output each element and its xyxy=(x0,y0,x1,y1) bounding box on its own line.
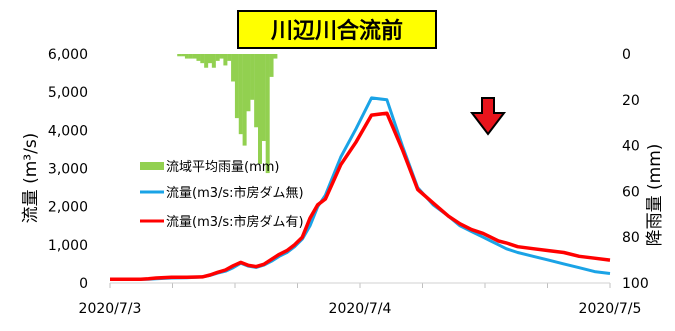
rain-bar xyxy=(181,54,186,57)
rain-bar xyxy=(227,54,232,61)
y-tick-label: 0 xyxy=(79,276,88,292)
y-tick-label: 6,000 xyxy=(48,47,88,63)
y-tick-label: 4,000 xyxy=(48,123,88,139)
flow-lines xyxy=(110,96,611,281)
rain-bar xyxy=(238,54,243,135)
rain-bar xyxy=(242,54,247,146)
rain-bar xyxy=(184,54,189,59)
y-axis-ticks: 0 1,000 2,000 3,000 4,000 5,000 6,000 xyxy=(48,47,88,292)
down-arrow-icon xyxy=(469,97,507,136)
series-line-with-dam xyxy=(110,111,611,281)
rain-bar xyxy=(204,54,209,68)
rain-bar xyxy=(196,54,201,61)
legend-swatch-rain xyxy=(140,162,164,170)
rain-bar xyxy=(192,54,197,59)
y-tick-label: 2,000 xyxy=(48,200,88,216)
rain-bar xyxy=(250,54,255,100)
rain-bar xyxy=(231,54,236,82)
y-tick-label: 5,000 xyxy=(48,85,88,101)
legend: 流域平均雨量(mm) 流量(m3/s:市房ダム無) 流量(m3/s:市房ダム有) xyxy=(140,160,304,230)
rain-bar xyxy=(234,54,239,119)
y2-tick-label: 20 xyxy=(622,93,640,109)
rain-bar xyxy=(208,54,212,64)
rain-bar xyxy=(265,54,270,174)
x-axis-ticks: 2020/7/3 2020/7/4 2020/7/5 xyxy=(79,283,642,317)
y2-tick-label: 60 xyxy=(622,184,640,200)
rain-bar xyxy=(273,54,278,59)
chart-title-box: 川辺川合流前 xyxy=(237,10,437,49)
chart-title: 川辺川合流前 xyxy=(270,18,403,44)
y2-tick-label: 100 xyxy=(622,276,649,292)
legend-label-flow-no-dam: 流量(m3/s:市房ダム無) xyxy=(166,185,304,201)
x-tick-label: 2020/7/4 xyxy=(329,301,392,317)
legend-label-rain: 流域平均雨量(mm) xyxy=(166,160,279,175)
y2-axis-title: 降雨量 (mm) xyxy=(645,144,665,247)
y-tick-label: 1,000 xyxy=(48,238,88,254)
rain-bar xyxy=(246,54,251,112)
rain-bar xyxy=(219,54,224,59)
legend-label-flow-with-dam: 流量(m3/s:市房ダム有) xyxy=(166,214,304,230)
y-tick-label: 3,000 xyxy=(48,162,88,178)
title-background xyxy=(237,10,437,49)
y2-tick-label: 80 xyxy=(622,230,640,246)
rain-bar xyxy=(200,54,205,64)
rain-bar xyxy=(261,54,266,142)
x-tick-label: 2020/7/5 xyxy=(579,301,642,317)
x-tick-label: 2020/7/3 xyxy=(79,301,142,317)
rain-bars xyxy=(177,54,278,174)
rain-bar xyxy=(211,54,216,68)
rain-bar xyxy=(269,54,274,77)
rain-bar xyxy=(258,54,262,164)
y2-tick-label: 40 xyxy=(622,139,640,155)
rain-bar xyxy=(215,54,220,61)
rain-bar xyxy=(254,54,259,128)
y2-tick-label: 0 xyxy=(622,47,631,63)
y-axis-title: 流量 (m³/s) xyxy=(21,133,41,224)
rain-bar xyxy=(223,54,228,66)
rain-bar xyxy=(188,54,193,59)
rain-bar xyxy=(177,54,182,57)
y2-axis-ticks: 0 20 40 60 80 100 xyxy=(622,47,649,292)
